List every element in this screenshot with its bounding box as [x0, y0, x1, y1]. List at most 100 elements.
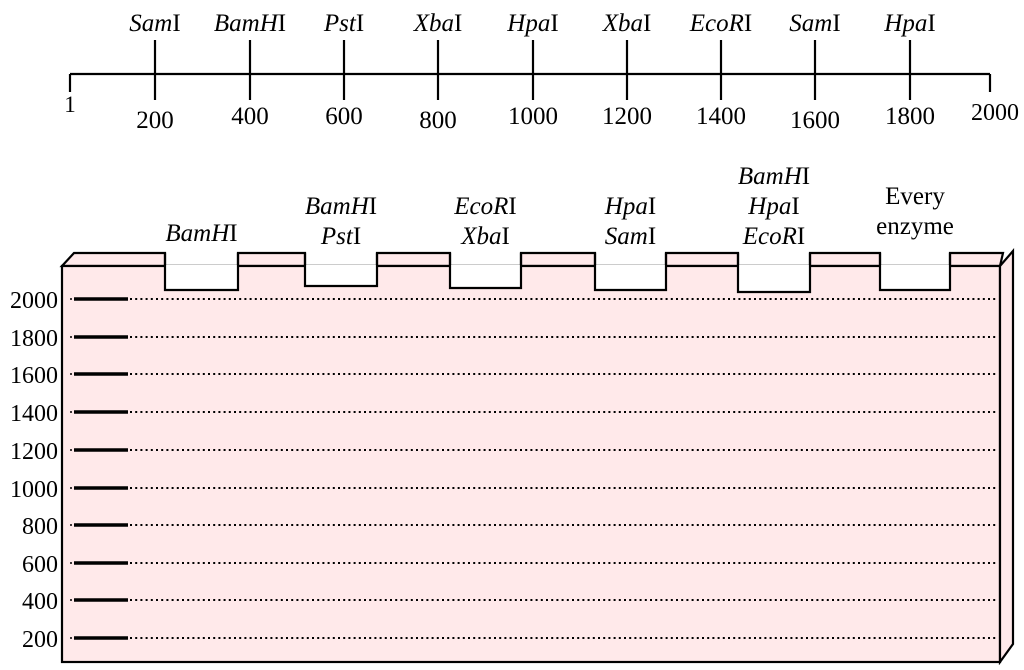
lane-label: Every enzyme: [876, 183, 954, 240]
site-enzyme-label: SamI: [129, 10, 180, 37]
lane-enzyme-text: HpaI: [747, 193, 799, 220]
enzyme-italic-part: EcoR: [689, 10, 744, 37]
map-end-label: 2000: [971, 100, 1019, 126]
lane-enzyme-text: HpaI: [604, 193, 656, 220]
band-dot: [70, 562, 72, 564]
restriction-site: SamI 1600: [789, 10, 840, 134]
well-outline: [448, 253, 523, 290]
lane-enzyme-text: SamI: [605, 223, 656, 250]
lane-enzyme-text: EcoRI: [453, 193, 516, 220]
enzyme-italic-part: Sam: [789, 10, 832, 37]
site-position-label: 1200: [602, 103, 652, 130]
lane-label: BamHI: [165, 220, 237, 247]
well-2: [306, 265, 376, 285]
lane-enzyme-text: BamHI: [165, 220, 237, 247]
enzyme-italic-part: Pst: [320, 223, 354, 250]
ladder-size-label: 400: [22, 589, 58, 615]
enzyme-italic-part: Hpa: [747, 193, 791, 220]
lane-enzyme-text: BamHI: [305, 193, 377, 220]
band-dot: [70, 637, 72, 639]
lane-enzyme-text: XbaI: [460, 223, 510, 250]
lane-labels: BamHIBamHIPstIEcoRIXbaIHpaISamIBamHIHpaI…: [165, 163, 953, 250]
well-outline: [736, 253, 812, 294]
site-position-label: 200: [136, 107, 174, 134]
site-position-label: 1800: [885, 103, 935, 130]
ladder-size-label: 1200: [10, 439, 58, 465]
ladder-band: 1800: [10, 326, 996, 352]
ladder-band: 1600: [10, 363, 996, 389]
gel-top-surface: [59, 251, 1005, 268]
enzyme-italic-part: BamH: [738, 163, 804, 190]
enzyme-italic-part: Pst: [323, 10, 357, 37]
site-enzyme-label: SamI: [789, 10, 840, 37]
restriction-map: 1 2000 SamI200BamHI400PstI600XbaI800HpaI…: [64, 10, 1019, 134]
lane-enzyme-text: BamHI: [738, 163, 810, 190]
band-dot: [70, 487, 72, 489]
band-dot: [70, 336, 72, 338]
enzyme-suffix-part: I: [643, 10, 651, 37]
map-start-label: 1: [64, 92, 76, 117]
lane-enzyme-text: enzyme: [876, 213, 954, 240]
ladder-band: 2000: [10, 288, 996, 314]
lane-enzyme-text: PstI: [320, 223, 361, 250]
site-enzyme-label: BamHI: [214, 10, 286, 37]
band-dot: [70, 298, 72, 300]
band-dot: [70, 449, 72, 451]
band-dot: [70, 524, 72, 526]
enzyme-suffix-part: I: [501, 223, 509, 250]
ladder-band: 1200: [10, 439, 996, 465]
ladder-band: 1400: [10, 401, 996, 427]
site-position-label: 1400: [696, 103, 746, 130]
well-outline: [593, 253, 668, 292]
site-position-label: 600: [325, 103, 363, 130]
enzyme-suffix-part: I: [791, 193, 799, 220]
enzyme-suffix-part: I: [353, 223, 361, 250]
well-1: [166, 265, 237, 289]
ladder-size-label: 2000: [10, 288, 58, 314]
site-enzyme-label: PstI: [323, 10, 364, 37]
enzyme-italic-part: BamH: [165, 220, 231, 247]
enzyme-suffix-part: I: [802, 163, 810, 190]
enzyme-italic-part: Sam: [129, 10, 172, 37]
ladder-band: 600: [22, 552, 996, 578]
enzyme-suffix-part: I: [648, 223, 656, 250]
enzyme-suffix-part: I: [369, 193, 377, 220]
gel-side-face: [998, 248, 1015, 666]
enzyme-italic-part: Sam: [605, 223, 648, 250]
restriction-site: HpaI 1000: [506, 10, 558, 130]
well-5: [739, 265, 809, 291]
enzyme-suffix-part: I: [508, 193, 516, 220]
ladder-size-label: 1400: [10, 401, 58, 427]
enzyme-suffix-part: I: [454, 10, 462, 37]
ladder-size-label: 600: [22, 552, 58, 578]
enzyme-suffix-part: I: [744, 10, 752, 37]
enzyme-suffix-part: I: [229, 220, 237, 247]
enzyme-italic-part: Xba: [413, 10, 454, 37]
enzyme-suffix-part: enzyme: [876, 213, 954, 240]
enzyme-suffix-part: Every: [885, 183, 945, 210]
ladder-size-label: 200: [22, 627, 58, 653]
restriction-site: BamHI 400: [214, 10, 286, 130]
enzyme-italic-part: BamH: [214, 10, 280, 37]
ladder-band: 400: [22, 589, 996, 615]
site-position-label: 400: [231, 103, 269, 130]
ladder-size-label: 1800: [10, 326, 58, 352]
enzyme-suffix-part: I: [797, 223, 805, 250]
band-dot: [70, 599, 72, 601]
enzyme-suffix-part: I: [832, 10, 840, 37]
lane-label: EcoRI XbaI: [453, 193, 516, 250]
enzyme-italic-part: Hpa: [604, 193, 648, 220]
site-enzyme-label: EcoRI: [689, 10, 752, 37]
restriction-site: SamI 200: [129, 10, 180, 134]
well-4: [596, 265, 665, 289]
restriction-site: HpaI 1800: [883, 10, 935, 130]
well-outline: [878, 253, 952, 292]
restriction-site: XbaI 800: [413, 10, 463, 134]
lane-enzyme-text: Every: [885, 183, 945, 210]
size-ladder: 2000 1800 1600 1400 1200 1000 800 600 400 200: [10, 288, 996, 653]
gel-wells: [163, 253, 952, 294]
